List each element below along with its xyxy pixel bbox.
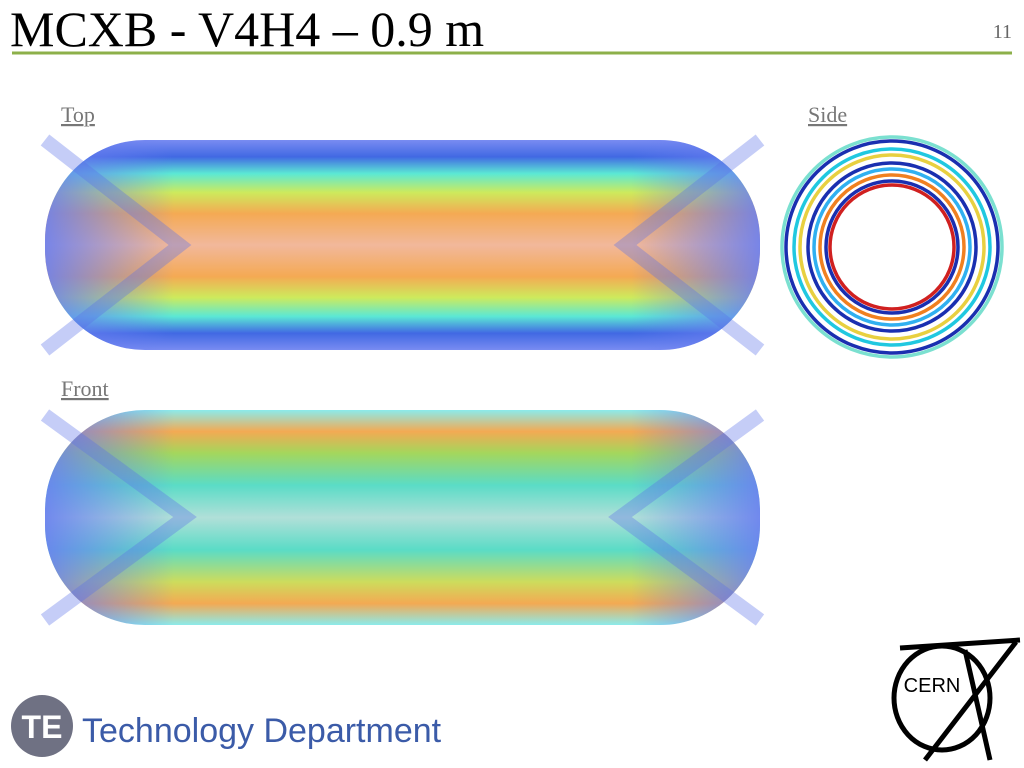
top-view-image — [40, 134, 765, 356]
page-number: 11 — [993, 21, 1012, 43]
view-label: Side — [808, 102, 847, 127]
front-view-image — [40, 409, 765, 626]
slide-title: MCXB - V4H4 – 0.9 m — [10, 1, 484, 57]
cern-text: CERN — [904, 675, 961, 697]
view-label: Top — [61, 102, 95, 127]
view-label: Front — [61, 376, 109, 401]
logo-text: TE — [22, 709, 63, 745]
side-view-image — [780, 135, 1004, 359]
te-logo: TE — [11, 695, 73, 757]
cern-logo: CERN — [891, 637, 1021, 762]
department-name: Technology Department — [82, 712, 442, 750]
